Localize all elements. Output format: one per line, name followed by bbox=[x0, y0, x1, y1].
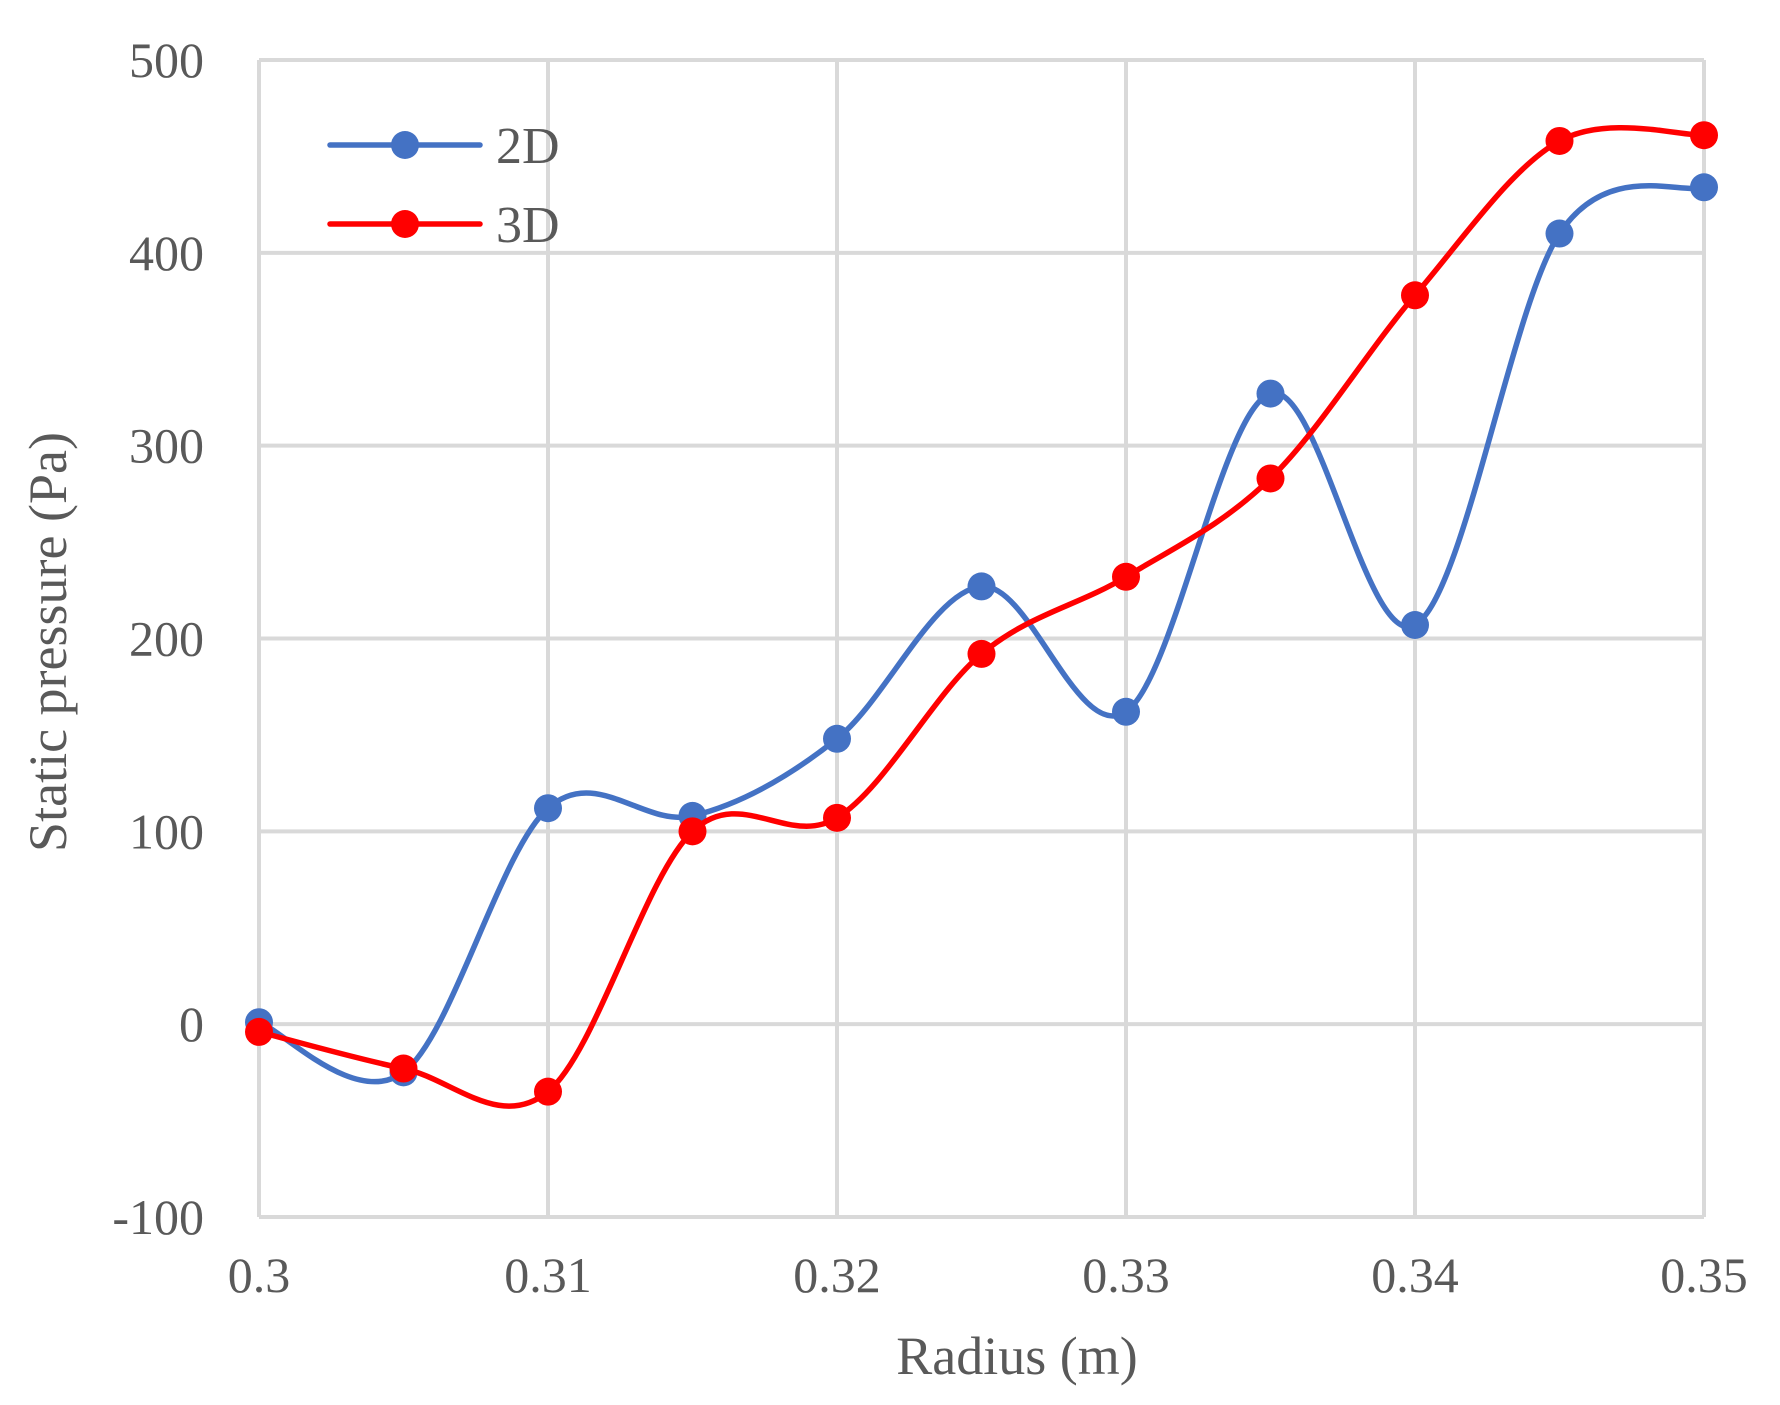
series-3d-line bbox=[256, 124, 1707, 1109]
series-3d-point bbox=[534, 1077, 562, 1106]
x-axis-ticks: 0.3 0.31 0.32 0.33 0.34 0.35 bbox=[228, 1247, 1748, 1303]
series-2d bbox=[245, 173, 1718, 1087]
series-3d-point bbox=[1112, 562, 1140, 591]
legend-2d-marker bbox=[391, 131, 419, 159]
series-2d-point bbox=[823, 724, 851, 753]
x-tick-label: 0.32 bbox=[793, 1247, 881, 1303]
series-3d-point bbox=[245, 1017, 273, 1046]
grid bbox=[257, 58, 1706, 1219]
series-2d-point bbox=[1112, 697, 1140, 726]
series-3d bbox=[245, 121, 1718, 1109]
legend-3d: 3D bbox=[327, 197, 560, 254]
series-3d-point bbox=[1545, 126, 1574, 155]
series-2d-point bbox=[967, 572, 996, 601]
x-tick-label: 0.34 bbox=[1371, 1247, 1459, 1303]
series-3d-point bbox=[389, 1054, 418, 1083]
legend-3d-marker bbox=[391, 210, 419, 238]
y-axis-title: Static pressure (Pa) bbox=[18, 432, 78, 852]
x-axis-title: Radius (m) bbox=[896, 1326, 1137, 1386]
series-2d-line bbox=[256, 183, 1707, 1085]
y-tick-label: -100 bbox=[112, 1189, 204, 1245]
series-2d-point bbox=[1401, 611, 1429, 640]
y-tick-label: 500 bbox=[129, 32, 204, 88]
series-3d-point bbox=[1690, 121, 1718, 150]
series-2d-point bbox=[534, 794, 562, 823]
x-tick-label: 0.3 bbox=[228, 1247, 291, 1303]
legend-2d-label: 2D bbox=[496, 118, 560, 175]
series-2d-point bbox=[1256, 379, 1285, 408]
y-tick-label: 200 bbox=[129, 611, 204, 667]
series-3d-point bbox=[1256, 464, 1285, 493]
legend-3d-label: 3D bbox=[496, 197, 560, 254]
series-3d-point bbox=[967, 639, 996, 668]
y-tick-label: 400 bbox=[129, 225, 204, 281]
series-group bbox=[245, 121, 1718, 1109]
y-tick-label: 100 bbox=[129, 803, 204, 859]
x-tick-label: 0.35 bbox=[1660, 1247, 1748, 1303]
y-tick-label: 0 bbox=[179, 996, 204, 1052]
series-2d-point bbox=[1690, 173, 1718, 202]
series-2d-point bbox=[1545, 219, 1574, 248]
x-tick-label: 0.31 bbox=[504, 1247, 592, 1303]
x-tick-label: 0.33 bbox=[1082, 1247, 1170, 1303]
series-3d-point bbox=[1401, 281, 1429, 310]
legend-2d: 2D bbox=[327, 118, 560, 175]
series-3d-point bbox=[823, 803, 851, 832]
y-axis-ticks: -100 0 100 200 300 400 500 bbox=[112, 32, 204, 1245]
series-3d-point bbox=[678, 817, 707, 846]
y-tick-label: 300 bbox=[129, 418, 204, 474]
